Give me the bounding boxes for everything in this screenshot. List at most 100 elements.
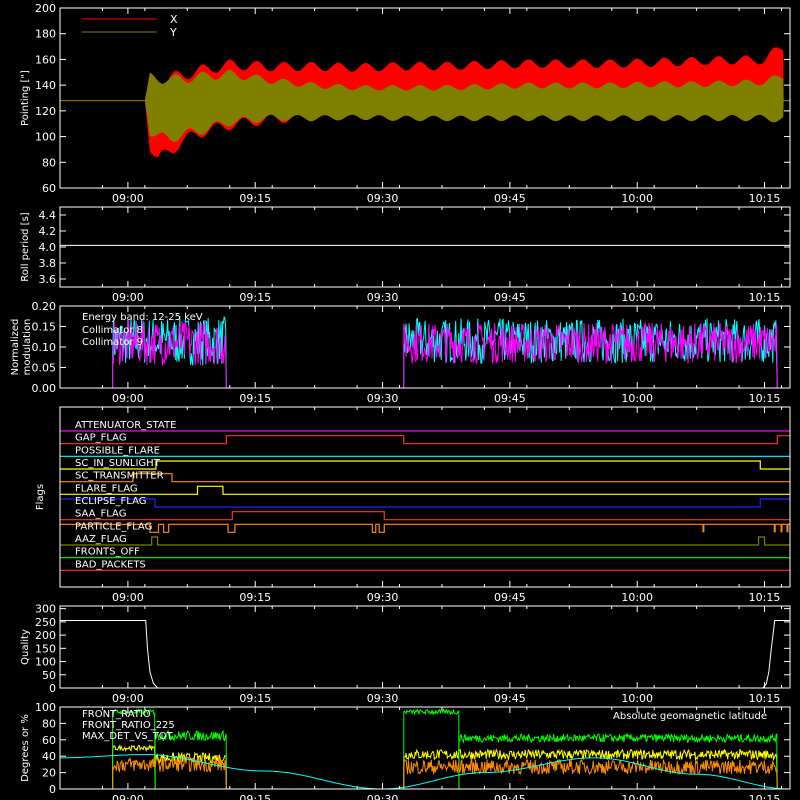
flag-label: SC_TRANSMITTER: [75, 471, 164, 482]
flag-label: ECLIPSE_FLAG: [75, 496, 146, 507]
flag-line: [60, 485, 790, 495]
x-tick-label: 09:30: [367, 591, 399, 604]
legend-label-Collimator-9: Collimator 9: [82, 337, 143, 348]
x-tick-label: 09:30: [367, 692, 399, 705]
x-tick-label: 10:15: [749, 192, 781, 205]
flag-line: [60, 435, 790, 445]
panel-plot-area: [60, 430, 790, 571]
y-axis-label-line2: modulation: [22, 319, 33, 376]
series-band-Y: [60, 69, 790, 142]
x-tick-label: 10:15: [749, 392, 781, 405]
x-tick-label: 10:00: [621, 591, 653, 604]
y-tick-label: 300: [35, 603, 56, 616]
panel-1: 09:00 09:15 09:30 09:45 10:00 10:15 3.6 3.8 4.0 4…: [20, 206, 791, 304]
series-noise-FRONT_RATIO_225: [403, 708, 460, 789]
y-tick-label: 0.10: [32, 341, 57, 354]
y-axis-label: Flags: [35, 484, 46, 510]
y-tick-label: 200: [35, 629, 56, 642]
y-axis-label-line1: Normalized: [10, 319, 21, 376]
flag-label: SAA_FLAG: [75, 509, 126, 520]
y-tick-label: 0: [49, 783, 56, 796]
flag-label: PARTICLE_FLAG: [75, 521, 152, 532]
x-tick-label: 09:30: [367, 192, 399, 205]
y-tick-label: 3.8: [39, 257, 57, 270]
x-tick-label: 10:00: [621, 291, 653, 304]
x-tick-label: 09:15: [239, 291, 271, 304]
x-tick-label: 10:15: [749, 291, 781, 304]
panel-frame: [59, 406, 791, 588]
flag-label: BAD_PACKETS: [75, 559, 146, 570]
x-tick-label: 09:30: [367, 392, 399, 405]
series-noise-Collimator 8: [112, 316, 227, 388]
y-tick-label: 60: [42, 182, 56, 195]
panel-plot-area: [60, 708, 790, 789]
series-noise-FRONT_RATIO_225: [154, 729, 227, 789]
x-tick-label: 09:30: [367, 291, 399, 304]
x-tick-label: 09:45: [494, 192, 526, 205]
panel-frame: [59, 7, 791, 189]
y-tick-label: 100: [35, 131, 56, 144]
y-tick-label: 80: [42, 156, 56, 169]
flag-line: [60, 523, 790, 533]
flag-line: [60, 498, 790, 508]
x-tick-label: 10:00: [621, 793, 653, 800]
flag-line: [60, 473, 790, 483]
annotation-energy-band: Energy band: 12-25 keV: [82, 312, 203, 323]
x-tick-label: 09:00: [112, 793, 144, 800]
y-tick-label: 250: [35, 616, 56, 629]
x-tick-label: 09:45: [494, 291, 526, 304]
flag-label: ATTENUATOR_STATE: [75, 420, 176, 431]
x-tick-label: 09:45: [494, 692, 526, 705]
panel-4: 09:00 09:15 09:30 09:45 10:00 10:150501001502…: [20, 603, 791, 705]
flag-label: AAZ_FLAG: [75, 534, 127, 545]
y-tick-label: 4.4: [39, 209, 57, 222]
x-tick-label: 10:15: [749, 793, 781, 800]
legend-label-X: X: [170, 13, 178, 26]
y-tick-label: 0.05: [32, 362, 57, 375]
y-tick-label: 0: [49, 682, 56, 695]
panel-5: 09:00 09:15 09:30 09:45 10:00 10:15 0 20 40 60 80 1…: [20, 701, 791, 800]
series-line-Absolute geomagnetic latitude: [60, 754, 790, 789]
panel-0: 09:00 09:15 09:30 09:45 10:00 10:15 60 80 100 120…: [20, 2, 791, 205]
flag-label: FRONTS_OFF: [75, 547, 140, 558]
panel-frame: [59, 206, 791, 288]
series-noise-Collimator 9: [403, 321, 778, 388]
y-tick-label: 50: [42, 669, 56, 682]
x-tick-label: 09:00: [112, 692, 144, 705]
series-noise-MAX_DET_VS_TOT: [112, 756, 227, 789]
flag-label: POSSIBLE_FLARE: [75, 445, 160, 456]
y-axis-label: Roll period [s]: [20, 212, 31, 281]
legend-label-Y: Y: [169, 26, 177, 39]
y-axis-label: Pointing ["]: [20, 70, 31, 126]
y-tick-label: 100: [35, 701, 56, 714]
panel-frame: [59, 706, 791, 790]
panel-2: 09:00 09:15 09:30 09:45 10:00 10:15 0.00 0.05 0.…: [10, 300, 791, 405]
series-noise-FRONT_RATIO_225: [112, 708, 156, 789]
x-tick-label: 09:45: [494, 392, 526, 405]
panel-frame: [59, 605, 791, 689]
y-tick-label: 200: [35, 2, 56, 15]
x-tick-label: 09:15: [239, 192, 271, 205]
y-tick-label: 120: [35, 105, 56, 118]
series-noise-FRONT_RATIO: [154, 751, 227, 789]
panel-plot-area: [60, 620, 790, 688]
series-noise-FRONT_RATIO: [112, 744, 156, 789]
x-tick-label: 09:30: [367, 793, 399, 800]
y-tick-label: 40: [42, 750, 56, 763]
x-tick-label: 10:00: [621, 192, 653, 205]
series-noise-FRONT_RATIO: [403, 748, 778, 789]
flag-label: GAP_FLAG: [75, 433, 127, 444]
panel-plot-area: [112, 316, 778, 388]
y-tick-label: 80: [42, 717, 56, 730]
y-tick-label: 4.0: [39, 241, 57, 254]
y-tick-label: 20: [42, 767, 56, 780]
flag-line: [60, 460, 790, 470]
y-tick-label: 0.00: [32, 382, 57, 395]
x-tick-label: 09:00: [112, 192, 144, 205]
series-line: [60, 620, 790, 688]
x-tick-label: 09:45: [494, 793, 526, 800]
legend-label-FRONT_RATIO_225: FRONT_RATIO_225: [82, 720, 175, 731]
series-noise-MAX_DET_VS_TOT: [403, 758, 778, 789]
panel-3: 09:00 09:15 09:30 09:45 10:00 10:15 Flags ATTEN…: [35, 406, 791, 604]
